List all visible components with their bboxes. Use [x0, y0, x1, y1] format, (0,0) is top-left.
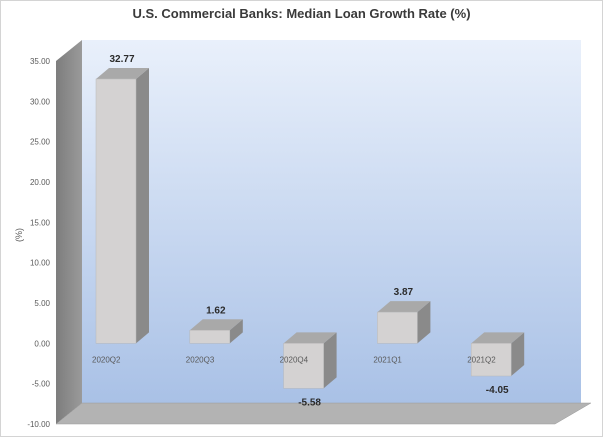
- bar-side: [511, 332, 525, 377]
- data-label: 3.87: [394, 287, 414, 298]
- x-tick-label: 2020Q4: [280, 355, 309, 364]
- data-label: 32.77: [109, 54, 134, 65]
- bar-side: [229, 319, 243, 344]
- y-tick-label: 10.00: [30, 259, 51, 268]
- bar: [470, 343, 512, 377]
- bar: [377, 311, 418, 344]
- y-tick-label: 5.00: [34, 299, 50, 308]
- bar-side: [136, 67, 149, 344]
- y-tick-label: 30.00: [30, 97, 51, 106]
- data-label: -5.58: [298, 397, 321, 408]
- y-tick-label: 15.00: [30, 218, 51, 227]
- y-tick-label: -5.00: [32, 380, 51, 389]
- bar-side: [323, 332, 337, 389]
- x-tick-label: 2021Q1: [373, 355, 402, 364]
- y-tick-label: 25.00: [30, 138, 51, 147]
- bar-side: [417, 301, 431, 344]
- y-tick-label: 35.00: [30, 57, 51, 66]
- x-tick-label: 2021Q2: [467, 355, 496, 364]
- x-tick-label: 2020Q2: [92, 355, 121, 364]
- bar-top: [283, 332, 337, 344]
- y-tick-label: 20.00: [30, 178, 51, 187]
- bar-top: [471, 332, 525, 344]
- bar-top: [189, 319, 243, 331]
- x-tick-label: 2020Q3: [186, 355, 215, 364]
- floor: [55, 402, 592, 425]
- y-tick-label: 0.00: [34, 339, 50, 348]
- bar-top: [96, 67, 149, 79]
- data-label: 1.62: [206, 305, 226, 316]
- bar: [189, 330, 231, 344]
- bar-top: [377, 301, 431, 313]
- data-label: -4.05: [486, 385, 509, 396]
- bar: [283, 343, 324, 389]
- side-wall: [56, 40, 82, 424]
- chart-title: U.S. Commercial Banks: Median Loan Growt…: [132, 6, 471, 21]
- y-tick-label: -10.00: [27, 420, 50, 429]
- back-wall: [82, 40, 581, 403]
- bar: [95, 78, 137, 344]
